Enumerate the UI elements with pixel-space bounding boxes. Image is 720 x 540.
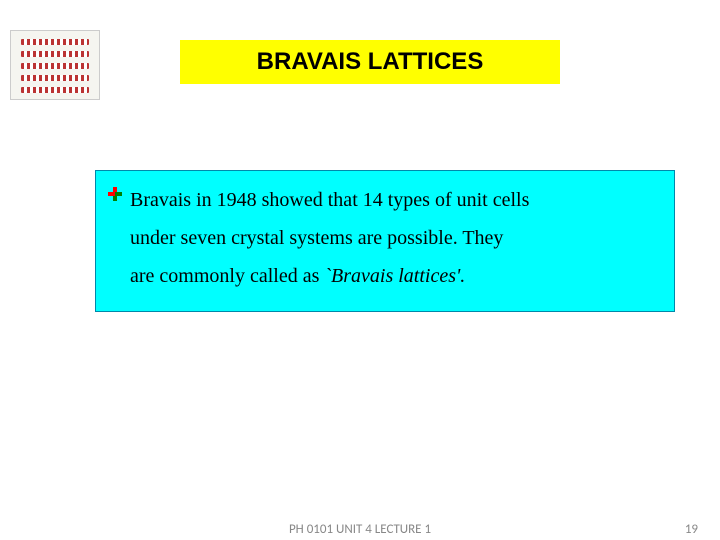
title-box: BRAVAIS LATTICES xyxy=(180,40,560,84)
body-text-box: Bravais in 1948 showed that 14 types of … xyxy=(95,170,675,312)
slide-title: BRAVAIS LATTICES xyxy=(257,48,484,76)
body-line-2: under seven crystal systems are possible… xyxy=(130,219,529,257)
lattice-model-image xyxy=(10,30,100,100)
page-number: 19 xyxy=(685,522,698,537)
body-line-3: are commonly called as `Bravais lattices… xyxy=(130,257,529,295)
body-content: Bravais in 1948 showed that 14 types of … xyxy=(130,181,529,295)
body-line-3-italic: `Bravais lattices'. xyxy=(324,265,465,287)
footer-center-text: PH 0101 UNIT 4 LECTURE 1 xyxy=(289,522,431,537)
body-line-1: Bravais in 1948 showed that 14 types of … xyxy=(130,181,529,219)
body-line-3a: are commonly called as xyxy=(130,265,324,287)
plus-bullet-icon xyxy=(108,187,122,201)
